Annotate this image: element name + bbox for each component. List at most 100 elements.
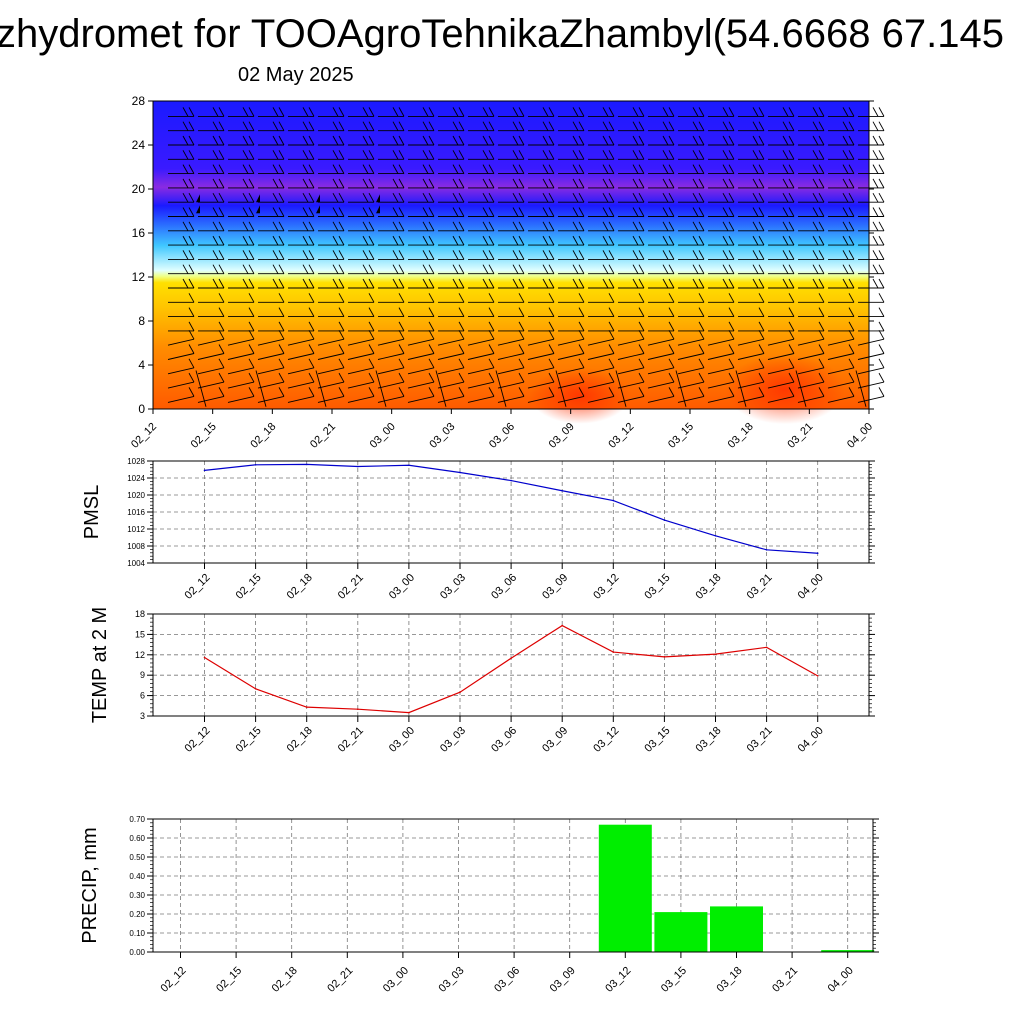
wind-barb <box>408 293 435 303</box>
wind-barb <box>378 207 405 217</box>
wind-barb <box>468 293 495 303</box>
wind-barb <box>738 207 765 217</box>
wind-barb <box>737 387 765 403</box>
wind-barb <box>558 293 585 303</box>
wind-barb <box>168 107 195 117</box>
wind-barb <box>287 358 315 375</box>
wind-barb <box>196 194 200 203</box>
wind-barb <box>467 344 495 360</box>
wind-barb <box>408 250 435 260</box>
wind-barb <box>588 264 615 275</box>
data-point <box>305 706 308 708</box>
wind-barb <box>798 293 825 303</box>
wind-barb <box>198 164 225 175</box>
wind-barb <box>737 329 765 346</box>
data-point <box>459 691 461 693</box>
wind-barb <box>617 344 645 360</box>
wind-barb <box>528 164 555 175</box>
wind-barb <box>858 178 885 189</box>
wind-barb <box>735 370 747 407</box>
wind-barb <box>858 192 885 203</box>
wind-barb <box>408 121 435 132</box>
wind-barb <box>648 293 675 303</box>
wind-barb <box>558 235 585 246</box>
wind-barb <box>855 370 867 407</box>
wind-barb <box>168 321 195 332</box>
wind-barb <box>256 205 260 214</box>
x-tick-label: 03_12 <box>603 965 633 995</box>
wind-barb <box>857 372 885 389</box>
wind-barb <box>618 307 645 318</box>
wind-barb <box>318 164 345 175</box>
wind-barb <box>768 164 795 175</box>
wind-barb <box>588 192 615 203</box>
wind-barb <box>558 135 585 146</box>
wind-barb <box>858 278 885 289</box>
data-point <box>510 479 512 482</box>
y-tick-label: 0.50 <box>129 853 145 862</box>
wind-barb <box>828 321 855 332</box>
wind-barb <box>407 358 435 375</box>
wind-barb <box>648 121 675 132</box>
wind-barb <box>258 150 285 160</box>
wind-barb <box>348 107 375 117</box>
data-point <box>765 549 768 551</box>
wind-barb <box>738 293 765 303</box>
wind-barb <box>258 207 285 217</box>
wind-barb <box>378 235 405 246</box>
wind-barb <box>648 178 675 189</box>
wind-barb <box>258 164 285 175</box>
wind-barb <box>348 264 375 275</box>
wind-barb <box>258 192 285 203</box>
x-tick-label: 03_03 <box>438 725 468 755</box>
x-tick-label: 03_06 <box>489 725 519 755</box>
wind-barb <box>648 192 675 203</box>
wind-barb <box>827 358 855 375</box>
wind-barb <box>168 207 195 217</box>
wind-barb <box>468 264 495 275</box>
wind-barb <box>798 121 825 132</box>
wind-barb <box>617 358 645 375</box>
wind-barb <box>768 307 795 318</box>
wind-barb <box>438 121 465 132</box>
wind-barb <box>498 250 525 260</box>
wind-barb <box>528 135 555 146</box>
wind-barb <box>798 135 825 146</box>
y-tick-label: 1012 <box>127 525 145 534</box>
wind-barb <box>828 264 855 275</box>
wind-barb <box>258 178 285 189</box>
wind-barb <box>348 150 375 160</box>
wind-barb <box>437 387 465 403</box>
wind-barb <box>315 370 327 407</box>
bar <box>654 912 708 952</box>
wind-barb <box>257 387 285 403</box>
y-tick-label: 24 <box>132 138 146 152</box>
wind-barb <box>528 221 555 232</box>
wind-barb <box>196 205 200 214</box>
x-tick-label: 02_21 <box>336 572 366 602</box>
page-subtitle: 02 May 2025 <box>238 64 354 86</box>
data-point <box>663 656 666 658</box>
wind-barb <box>497 372 525 389</box>
wind-barb <box>468 150 495 160</box>
wind-barb <box>438 235 465 246</box>
wind-barb <box>827 329 855 346</box>
wind-barb <box>437 358 465 375</box>
wind-barb <box>588 278 615 289</box>
wind-barb <box>617 387 645 403</box>
wind-barb <box>376 205 380 214</box>
wind-barb <box>437 344 465 360</box>
y-tick-label: 9 <box>140 670 145 680</box>
wind-barb <box>678 235 705 246</box>
wind-barb <box>768 178 795 189</box>
wind-barb <box>558 192 585 203</box>
wind-barb <box>378 293 405 303</box>
warm-core <box>530 367 630 424</box>
wind-barb <box>468 250 495 260</box>
wind-barb <box>587 387 615 403</box>
wind-barb <box>167 329 195 346</box>
wind-barb <box>468 235 495 246</box>
wind-barb <box>168 192 195 203</box>
wind-barb <box>348 192 375 203</box>
wind-barb <box>257 358 285 375</box>
